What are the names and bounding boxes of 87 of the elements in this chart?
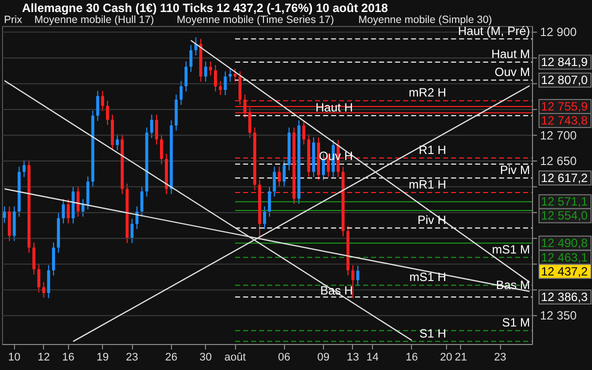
candlestick	[32, 242, 36, 275]
candlestick	[224, 70, 227, 96]
x-tick-label: 16	[406, 352, 418, 364]
candlestick	[351, 264, 354, 299]
candlestick	[66, 198, 70, 224]
x-tick-label: 19	[96, 352, 109, 364]
annotation: S1 H	[419, 326, 446, 340]
ref-line-label: 12 554,0	[541, 208, 588, 223]
ref-line-label: 12 743,8	[541, 113, 588, 128]
ref-line-label: 12 617,2	[541, 170, 588, 185]
y-tick-label: 12 650	[540, 154, 578, 168]
candlestick	[42, 282, 46, 298]
candlestick	[302, 120, 306, 146]
x-tick-label: 16	[62, 352, 74, 364]
x-tick-label: 09	[317, 352, 330, 364]
candlestick	[209, 61, 212, 76]
candlestick	[272, 166, 276, 198]
ref-line-label: 12 571,1	[541, 194, 588, 209]
candlestick	[214, 64, 217, 92]
candlestick	[140, 186, 144, 218]
candlestick	[160, 134, 163, 165]
x-tick-label: 14	[366, 352, 379, 364]
candlestick	[86, 176, 90, 210]
x-tick-label: 23	[494, 352, 506, 364]
annotation: mS1 H	[409, 270, 446, 284]
candlestick	[76, 186, 80, 218]
x-tick-label: 30	[200, 352, 212, 364]
text: Moyenne mobile (Simple 30)	[358, 14, 492, 26]
candlestick	[37, 264, 40, 293]
candlestick	[81, 198, 84, 218]
text: Moyenne mobile (Hull 17)	[34, 14, 154, 26]
text: Prix	[4, 14, 23, 26]
annotation: S1 M	[502, 316, 530, 330]
text: Moyenne mobile (Time Series 17)	[176, 14, 334, 26]
chart-title: Allemagne 30 Cash (1€) 110 Ticks 12 437,2 (-1,76%) 10 août 2018	[22, 1, 388, 15]
candlestick	[189, 44, 192, 72]
candlestick	[204, 61, 208, 82]
ref-line-label: 12 841,9	[541, 55, 588, 70]
candlestick	[180, 80, 183, 106]
y-tick-label: 12 700	[540, 128, 578, 142]
candlestick	[278, 166, 281, 188]
candlestick	[116, 134, 119, 151]
x-tick-label: 26	[165, 352, 178, 364]
annotation: Piv M	[500, 162, 530, 177]
annotation: Haut (M, Pré)	[458, 24, 530, 38]
annotation: mR1 H	[408, 177, 446, 192]
candlestick	[356, 265, 360, 286]
x-tick-label: 12	[38, 352, 50, 364]
candlestick	[218, 80, 222, 96]
candlestick	[234, 68, 237, 82]
candlestick	[184, 61, 188, 92]
candlestick	[150, 114, 154, 138]
x-tick-label: 06	[278, 352, 290, 364]
candlestick	[106, 100, 110, 126]
candlestick	[282, 160, 286, 188]
x-tick-label: 13	[346, 352, 360, 364]
ref-line-label: 12 755,9	[541, 99, 588, 114]
candlestick	[130, 218, 134, 244]
ref-line-label: 12 463,1	[541, 250, 588, 264]
candlestick	[96, 90, 100, 122]
candlestick	[62, 198, 65, 224]
x-tick-label: août	[224, 352, 246, 364]
candlestick	[228, 68, 232, 82]
annotation: Ouv M	[494, 65, 530, 80]
candlestick	[47, 264, 50, 299]
annotation: mS1 M	[492, 242, 530, 256]
ref-line-label: 12 490,8	[541, 236, 588, 250]
candlestick	[263, 206, 266, 230]
x-tick-label: 10	[8, 352, 20, 364]
candlestick	[22, 160, 26, 178]
candlestick	[101, 90, 104, 112]
annotation: mR2 H	[408, 86, 446, 100]
x-tick-label: 20	[440, 352, 452, 364]
x-tick-label: 21	[454, 352, 467, 364]
annotation: Haut M	[491, 47, 530, 62]
annotation: R1 H	[418, 142, 446, 157]
candlestick	[135, 206, 138, 230]
candlestick	[155, 114, 158, 146]
ref-line-label: 12 386,3	[541, 290, 588, 304]
candlestick	[2, 206, 6, 224]
text: 12 437,2	[541, 264, 588, 278]
y-tick-label: 12 900	[540, 25, 578, 40]
candlestick	[268, 186, 271, 218]
ref-line-label: 12 807,0	[541, 73, 588, 88]
candlestick	[52, 242, 56, 276]
x-tick-label: 23	[126, 352, 138, 364]
y-tick-label: 12 350	[540, 308, 578, 323]
